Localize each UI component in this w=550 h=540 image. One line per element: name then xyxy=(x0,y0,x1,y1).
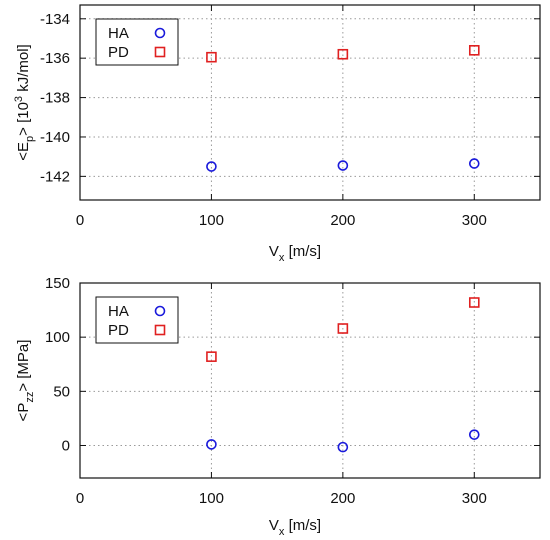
data-point-pd xyxy=(468,297,480,308)
legend-marker-square-icon xyxy=(154,324,166,336)
data-point-ha xyxy=(468,429,480,440)
y-tick-label: -138 xyxy=(40,90,70,107)
y-tick-label: 0 xyxy=(62,438,70,455)
legend-marker-circle-icon xyxy=(154,27,166,39)
y-tick-label: -136 xyxy=(40,50,70,67)
y-tick-label: 50 xyxy=(53,383,70,400)
x-tick-label: 200 xyxy=(330,490,355,507)
plot-frame xyxy=(79,282,541,479)
x-tick-label: 0 xyxy=(76,212,84,229)
legend-box xyxy=(95,296,179,344)
y-tick-label: -140 xyxy=(40,129,70,146)
legend-marker-square-icon xyxy=(154,46,166,58)
data-point-ha xyxy=(468,158,480,169)
chart-panel-2: 150 100 50 0 0 100 200 300 HA PD Vx [m/s] <Pzz> [MP… xyxy=(15,275,541,538)
legend-label-ha: HA xyxy=(108,25,129,42)
y-tick-label: 100 xyxy=(45,329,70,346)
x-axis-label: Vx [m/s] xyxy=(269,517,321,538)
plot-frame xyxy=(79,4,541,201)
x-axis-label: Vx [m/s] xyxy=(269,243,321,264)
data-point-pd xyxy=(206,51,217,63)
x-tick-label: 0 xyxy=(76,490,84,507)
data-point-pd xyxy=(337,323,349,334)
x-tick-label: 200 xyxy=(330,212,355,229)
data-point-pd xyxy=(337,48,349,60)
legend-label-ha: HA xyxy=(108,303,129,320)
legend-label-pd: PD xyxy=(108,44,129,61)
x-tick-label: 300 xyxy=(462,490,487,507)
legend-marker-circle-icon xyxy=(154,305,166,317)
data-point-ha xyxy=(206,439,217,450)
y-axis-label: <Ep> [103 kJ/mol] xyxy=(13,44,36,160)
x-tick-label: 100 xyxy=(199,212,224,229)
legend-box xyxy=(95,18,179,66)
legend-label-pd: PD xyxy=(108,322,129,339)
data-point-ha xyxy=(337,441,349,453)
chart-panel-1: -134 -136 -138 -140 -142 0 100 200 300 HA PD Vx [m/… xyxy=(13,4,541,264)
x-tick-label: 300 xyxy=(462,212,487,229)
data-point-pd xyxy=(468,45,480,56)
data-point-pd xyxy=(206,351,217,362)
y-tick-label: -142 xyxy=(40,168,70,185)
data-point-ha xyxy=(337,160,349,171)
x-tick-label: 100 xyxy=(199,490,224,507)
y-tick-label: -134 xyxy=(40,11,70,28)
data-point-ha xyxy=(206,161,217,172)
y-axis-label: <Pzz> [MPa] xyxy=(15,340,36,422)
y-tick-label: 150 xyxy=(45,275,70,292)
